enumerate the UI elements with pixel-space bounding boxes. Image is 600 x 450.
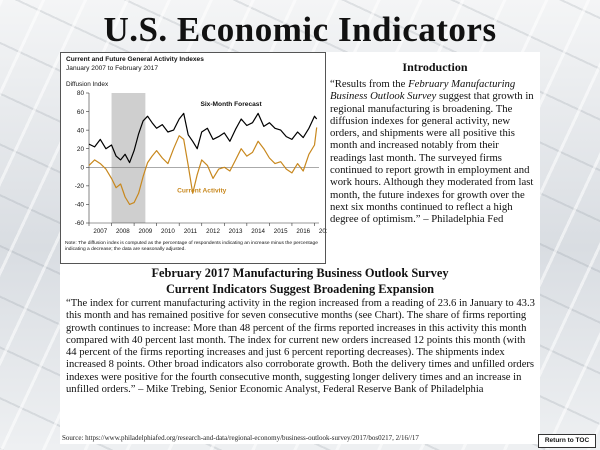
body-text: “The index for current manufacturing act…: [66, 298, 535, 396]
recession-shading: [111, 93, 146, 223]
x-tick-label: 2009: [138, 228, 152, 235]
y-tick-label: 0: [80, 164, 84, 171]
intro-quote-start: “Results from the: [330, 78, 409, 90]
chart-box: Current and Future General Activity Inde…: [60, 52, 327, 264]
x-tick-label: 2017: [319, 228, 327, 235]
future-series-line: [88, 112, 318, 164]
intro-text: “Results from the February Manufacturing…: [330, 78, 536, 226]
intro-heading: Introduction: [402, 60, 468, 74]
x-tick-label: 2008: [116, 228, 130, 235]
section-title: February 2017 Manufacturing Business Out…: [151, 266, 449, 280]
current-series-line: [88, 127, 318, 205]
section-subtitle: Current Indicators Suggest Broadening Ex…: [165, 282, 435, 296]
page-title: U.S. Economic Indicators: [103, 10, 497, 49]
x-tick-label: 2016: [296, 228, 310, 235]
x-tick-label: 2011: [184, 228, 198, 235]
survey-name: February Manufacturing Business Outlook …: [330, 78, 516, 103]
line-chart: 80 60 40 20 0 -20 -40 -60 2007 2008 2009 2010 2011 20…: [75, 90, 327, 235]
chart-title: Current and Future General Activity Inde…: [66, 56, 204, 63]
chart-note: Note: The diffusion index is computed as…: [65, 241, 318, 252]
x-tick-label: 2010: [161, 228, 175, 235]
return-to-toc-button[interactable]: Return to TOC: [538, 434, 596, 448]
x-tick-label: 2015: [274, 228, 288, 235]
y-tick-label: -40: [75, 202, 85, 209]
source-citation: Source: https://www.philadelphiafed.org/…: [62, 434, 419, 442]
x-tick-label: 2013: [229, 228, 243, 235]
y-tick-label: 60: [77, 109, 85, 116]
chart-subtitle: January 2007 to February 2017: [66, 65, 159, 72]
y-tick-label: 80: [77, 90, 85, 97]
future-series-label: Six-Month Forecast: [200, 101, 262, 108]
y-tick-label: 20: [77, 146, 85, 153]
y-tick-label: 40: [77, 127, 85, 134]
x-tick-label: 2007: [93, 228, 107, 235]
chart-y-label: Diffusion Index: [66, 81, 109, 88]
intro-quote-rest: suggest that growth in regional manufact…: [330, 90, 534, 226]
x-tick-label: 2012: [206, 228, 220, 235]
y-tick-label: -20: [75, 183, 85, 190]
y-tick-label: -60: [75, 220, 85, 227]
x-tick-label: 2014: [251, 228, 265, 235]
current-series-label: Current Activity: [177, 187, 227, 194]
